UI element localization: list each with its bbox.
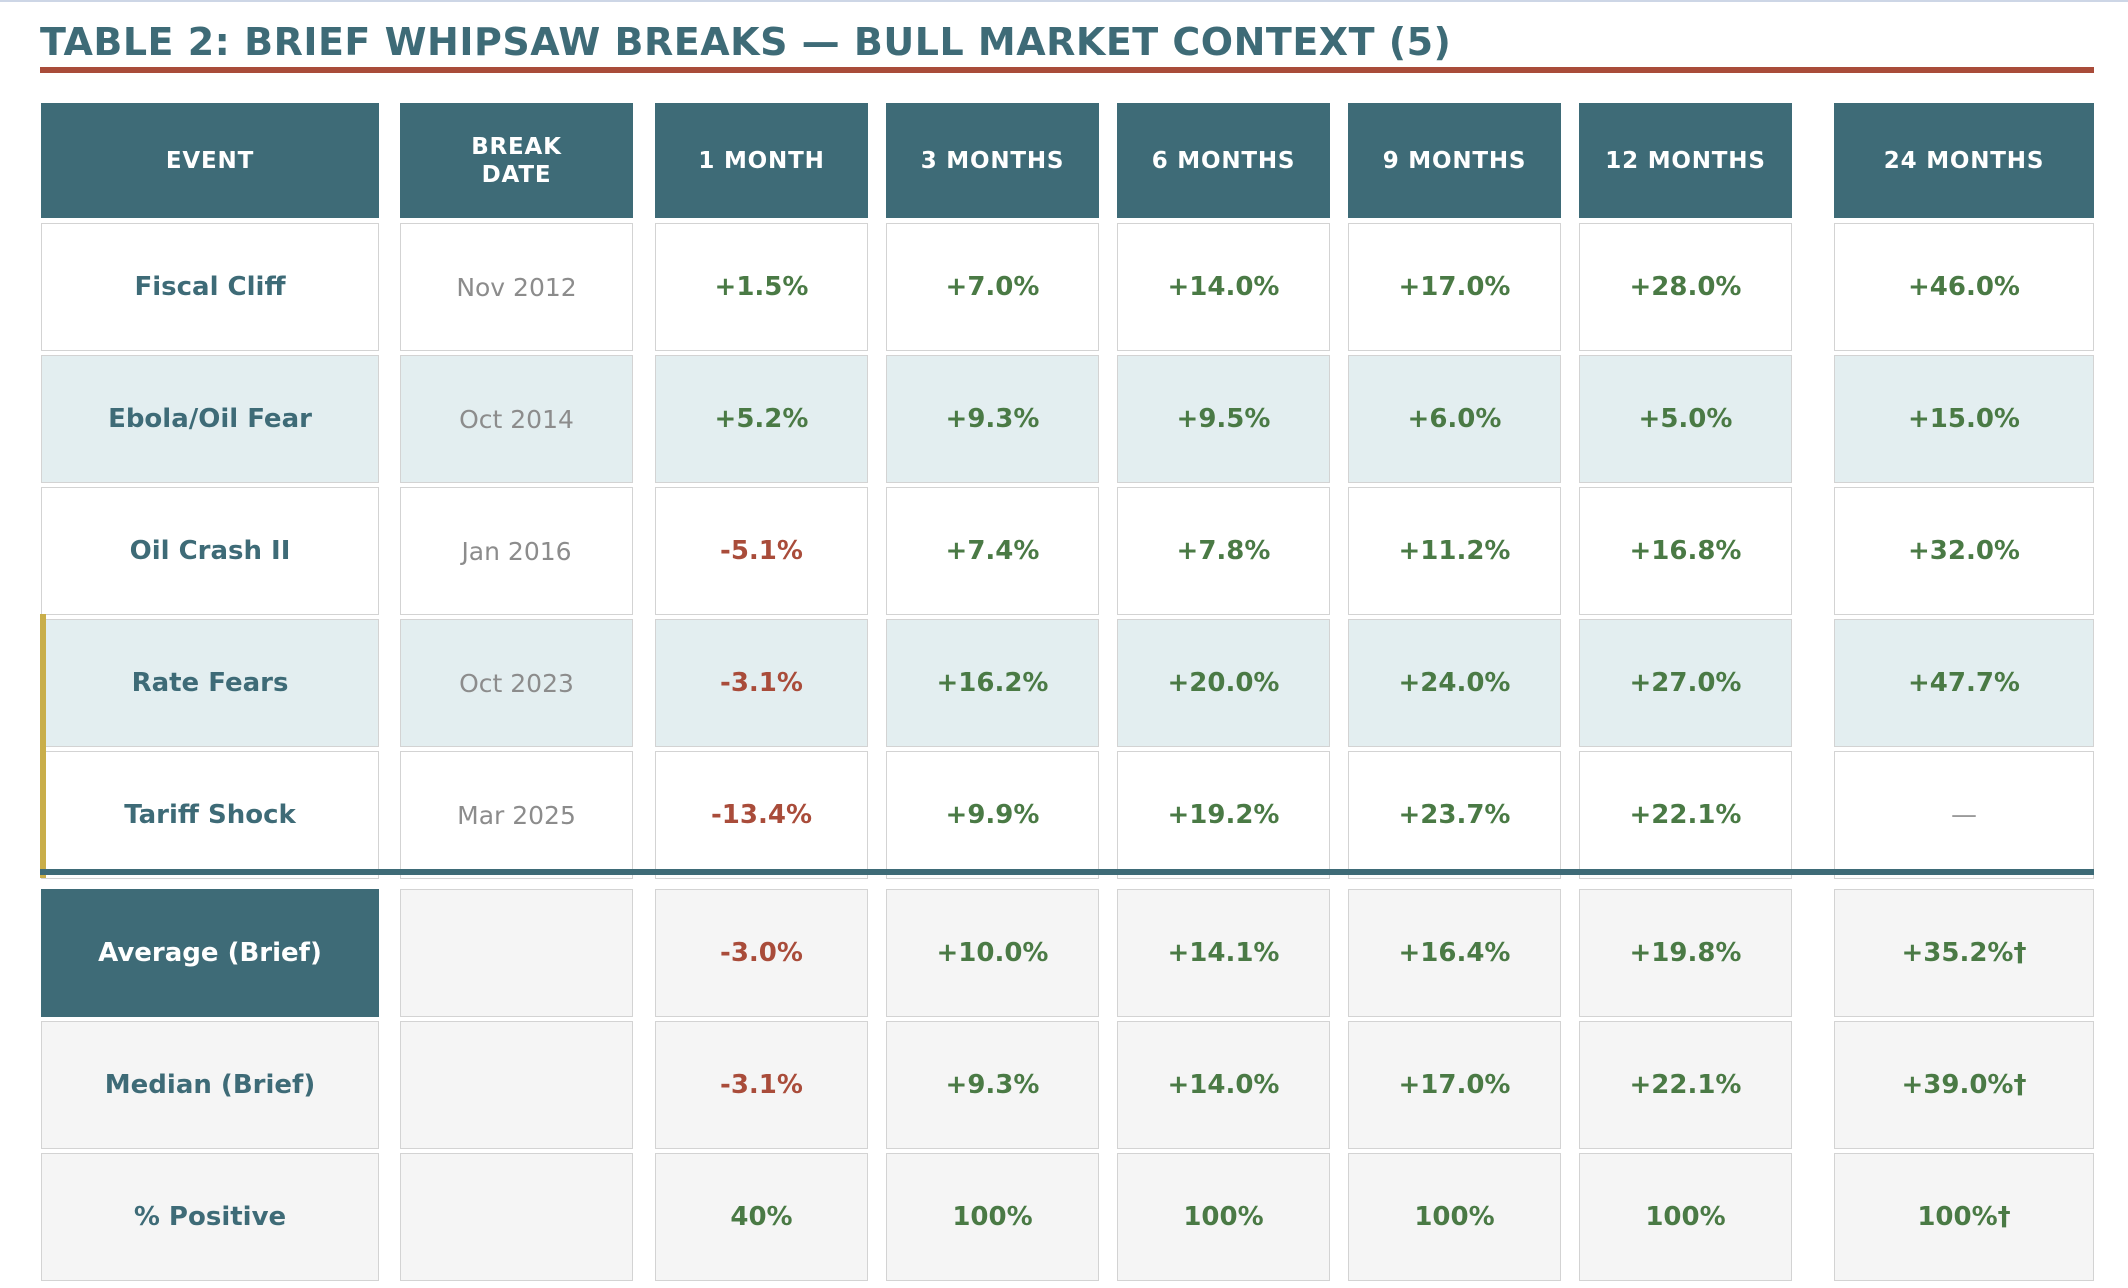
- return-cell-6-months: +9.5%: [1117, 355, 1330, 483]
- return-cell-3-months: +16.2%: [886, 619, 1099, 747]
- return-cell-9-months: +24.0%: [1348, 619, 1561, 747]
- header-6-months: 6 MONTHS: [1117, 103, 1330, 218]
- summary-date-cell: [400, 889, 633, 1017]
- table-title: TABLE 2: BRIEF WHIPSAW BREAKS — BULL MAR…: [40, 20, 1452, 64]
- summary-value-9-months: 100%: [1348, 1153, 1561, 1281]
- event-name-cell: Rate Fears: [41, 619, 379, 747]
- return-cell-24-months: +46.0%: [1834, 223, 2094, 351]
- summary-divider: [40, 869, 2094, 875]
- summary-value-1-month: 40%: [655, 1153, 868, 1281]
- summary-value-12-months: 100%: [1579, 1153, 1792, 1281]
- return-cell-12-months: +22.1%: [1579, 751, 1792, 879]
- header-24-months: 24 MONTHS: [1834, 103, 2094, 218]
- return-cell-9-months: +6.0%: [1348, 355, 1561, 483]
- return-cell-3-months: +7.0%: [886, 223, 1099, 351]
- break-date-cell: Jan 2016: [400, 487, 633, 615]
- summary-value-24-months: +39.0%†: [1834, 1021, 2094, 1149]
- return-cell-1-month: -13.4%: [655, 751, 868, 879]
- return-cell-12-months: +27.0%: [1579, 619, 1792, 747]
- summary-date-cell: [400, 1021, 633, 1149]
- return-cell-6-months: +14.0%: [1117, 223, 1330, 351]
- return-cell-24-months: +15.0%: [1834, 355, 2094, 483]
- return-cell-3-months: +9.3%: [886, 355, 1099, 483]
- return-cell-24-months: —: [1834, 751, 2094, 879]
- summary-label-cell: Average (Brief): [41, 889, 379, 1017]
- summary-value-1-month: -3.0%: [655, 889, 868, 1017]
- summary-value-3-months: +10.0%: [886, 889, 1099, 1017]
- break-date-cell: Oct 2023: [400, 619, 633, 747]
- event-name-cell: Oil Crash II: [41, 487, 379, 615]
- summary-value-24-months: +35.2%†: [1834, 889, 2094, 1017]
- event-name-cell: Fiscal Cliff: [41, 223, 379, 351]
- header-3-months: 3 MONTHS: [886, 103, 1099, 218]
- return-cell-1-month: -3.1%: [655, 619, 868, 747]
- header-9-months: 9 MONTHS: [1348, 103, 1561, 218]
- return-cell-3-months: +9.9%: [886, 751, 1099, 879]
- recent-events-marker: [40, 614, 46, 878]
- event-name-cell: Tariff Shock: [41, 751, 379, 879]
- break-date-cell: Mar 2025: [400, 751, 633, 879]
- summary-value-6-months: +14.1%: [1117, 889, 1330, 1017]
- return-cell-1-month: -5.1%: [655, 487, 868, 615]
- summary-label-cell: % Positive: [41, 1153, 379, 1281]
- header-event: EVENT: [41, 103, 379, 218]
- summary-value-12-months: +19.8%: [1579, 889, 1792, 1017]
- return-cell-6-months: +20.0%: [1117, 619, 1330, 747]
- header-1-month: 1 MONTH: [655, 103, 868, 218]
- top-border-line: [0, 0, 2128, 2]
- return-cell-12-months: +16.8%: [1579, 487, 1792, 615]
- summary-date-cell: [400, 1153, 633, 1281]
- return-cell-24-months: +32.0%: [1834, 487, 2094, 615]
- title-underline: [40, 67, 2094, 73]
- summary-value-3-months: 100%: [886, 1153, 1099, 1281]
- header-break-date: BREAK DATE: [400, 103, 633, 218]
- return-cell-6-months: +7.8%: [1117, 487, 1330, 615]
- return-cell-3-months: +7.4%: [886, 487, 1099, 615]
- break-date-cell: Oct 2014: [400, 355, 633, 483]
- summary-value-3-months: +9.3%: [886, 1021, 1099, 1149]
- return-cell-9-months: +11.2%: [1348, 487, 1561, 615]
- summary-value-24-months: 100%†: [1834, 1153, 2094, 1281]
- return-cell-12-months: +28.0%: [1579, 223, 1792, 351]
- return-cell-12-months: +5.0%: [1579, 355, 1792, 483]
- summary-value-12-months: +22.1%: [1579, 1021, 1792, 1149]
- summary-value-6-months: +14.0%: [1117, 1021, 1330, 1149]
- summary-value-6-months: 100%: [1117, 1153, 1330, 1281]
- return-cell-9-months: +23.7%: [1348, 751, 1561, 879]
- return-cell-6-months: +19.2%: [1117, 751, 1330, 879]
- header-12-months: 12 MONTHS: [1579, 103, 1792, 218]
- return-cell-1-month: +5.2%: [655, 355, 868, 483]
- summary-value-1-month: -3.1%: [655, 1021, 868, 1149]
- event-name-cell: Ebola/Oil Fear: [41, 355, 379, 483]
- summary-value-9-months: +17.0%: [1348, 1021, 1561, 1149]
- break-date-cell: Nov 2012: [400, 223, 633, 351]
- summary-value-9-months: +16.4%: [1348, 889, 1561, 1017]
- summary-label-cell: Median (Brief): [41, 1021, 379, 1149]
- return-cell-1-month: +1.5%: [655, 223, 868, 351]
- return-cell-9-months: +17.0%: [1348, 223, 1561, 351]
- return-cell-24-months: +47.7%: [1834, 619, 2094, 747]
